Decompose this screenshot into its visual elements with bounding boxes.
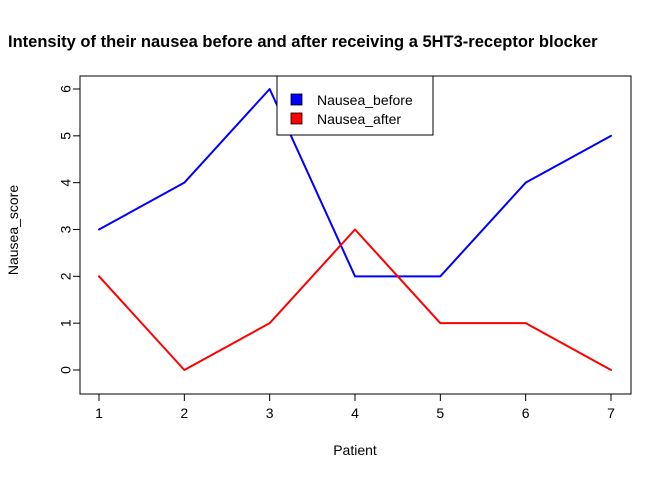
series-line-nausea-after bbox=[98, 228, 612, 371]
series-layer bbox=[98, 88, 612, 371]
legend-label: Nausea_after bbox=[317, 111, 401, 127]
legend-swatch bbox=[290, 112, 303, 125]
y-tick-label: 0 bbox=[58, 366, 74, 374]
legend-label: Nausea_before bbox=[317, 92, 413, 108]
x-tick-label: 4 bbox=[351, 405, 359, 421]
x-tick-label: 1 bbox=[95, 405, 103, 421]
y-tick-label: 3 bbox=[58, 225, 74, 233]
y-tick-label: 1 bbox=[58, 319, 74, 327]
y-axis-label: Nausea_score bbox=[5, 185, 21, 275]
legend: Nausea_before Nausea_after bbox=[276, 75, 434, 136]
series-line-nausea-before bbox=[98, 88, 612, 278]
legend-swatch bbox=[290, 93, 303, 106]
y-axis: 0 1 2 3 4 5 6 bbox=[58, 85, 81, 374]
chart-title: Intensity of their nausea before and aft… bbox=[8, 33, 598, 51]
x-axis-label: Patient bbox=[333, 442, 377, 458]
y-tick-label: 6 bbox=[58, 85, 74, 93]
y-tick-label: 4 bbox=[58, 179, 74, 187]
x-tick-label: 5 bbox=[436, 405, 444, 421]
x-tick-label: 3 bbox=[266, 405, 274, 421]
x-axis: 1 2 3 4 5 6 7 bbox=[95, 393, 615, 421]
legend-box bbox=[276, 75, 434, 136]
x-tick-label: 6 bbox=[522, 405, 530, 421]
x-tick-label: 7 bbox=[607, 405, 615, 421]
y-tick-label: 2 bbox=[58, 272, 74, 280]
y-tick-label: 5 bbox=[58, 132, 74, 140]
x-tick-label: 2 bbox=[180, 405, 188, 421]
